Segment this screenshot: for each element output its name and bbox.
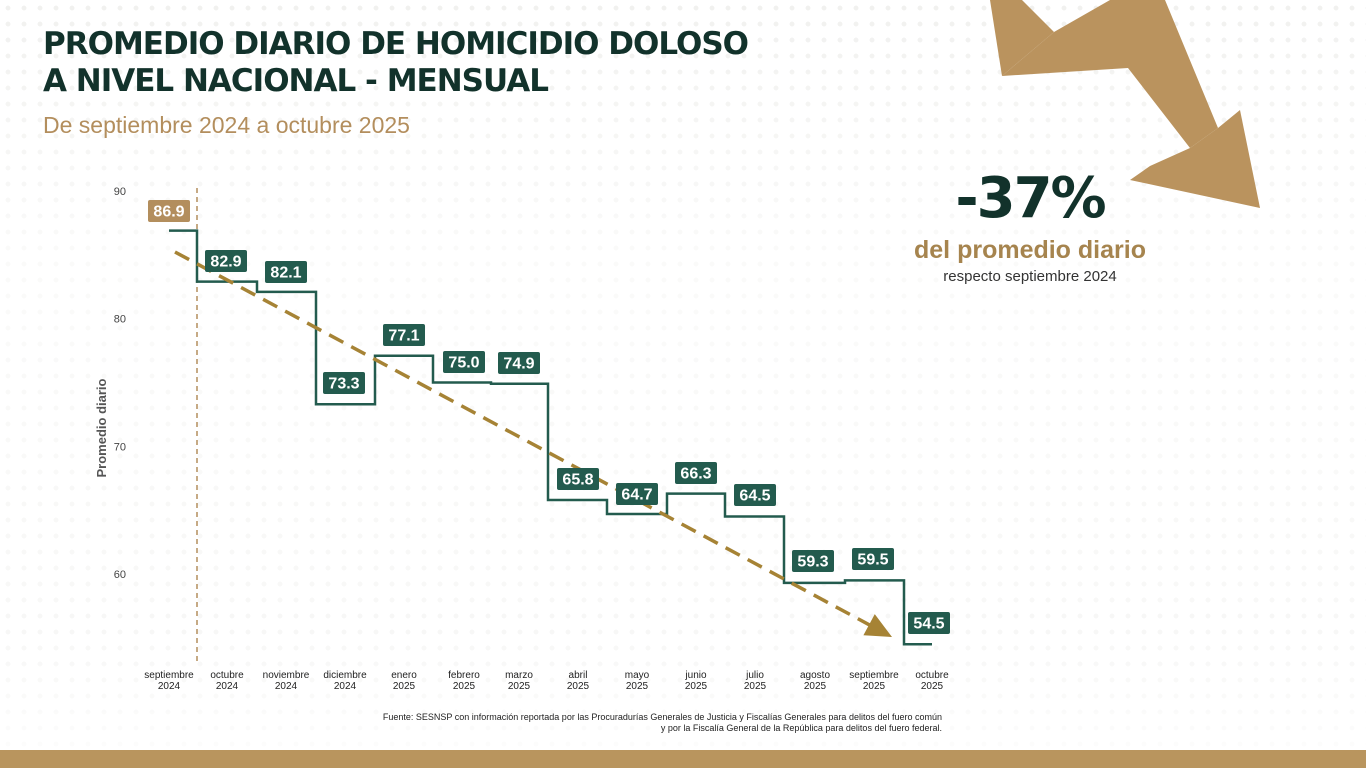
kpi-percentage: -37% <box>955 166 1106 231</box>
x-tick-month: enero <box>391 670 417 681</box>
data-label-text: 64.7 <box>621 487 652 504</box>
data-label-text: 59.3 <box>797 554 828 571</box>
data-label: 64.7 <box>616 483 658 505</box>
page-subtitle: De septiembre 2024 a octubre 2025 <box>43 112 410 138</box>
data-label-box <box>557 468 599 490</box>
page-title: PROMEDIO DIARIO DE HOMICIDIO DOLOSO A NI… <box>43 26 749 100</box>
data-label-box <box>323 372 365 394</box>
data-label-text: 59.5 <box>857 552 888 569</box>
x-tick-year: 2025 <box>453 681 476 692</box>
x-tick-month: febrero <box>448 670 480 681</box>
data-label: 65.8 <box>557 468 599 490</box>
dot-pattern-background <box>0 0 1366 750</box>
data-label-text: 64.5 <box>739 488 770 505</box>
trend-dashed-line <box>174 250 872 628</box>
kpi-label: del promedio diario <box>914 236 1146 264</box>
x-tick-year: 2025 <box>744 681 767 692</box>
data-label-box <box>908 612 950 634</box>
data-label-box <box>734 484 776 506</box>
series-step-line <box>169 229 932 646</box>
x-tick-year: 2024 <box>275 681 298 692</box>
data-label-text: 86.9 <box>153 204 184 221</box>
data-label-text: 66.3 <box>680 466 711 483</box>
x-tick-year: 2024 <box>334 681 357 692</box>
title-line-2: A NIVEL NACIONAL - MENSUAL <box>43 63 549 99</box>
data-label-box <box>675 462 717 484</box>
data-label-box <box>498 352 540 374</box>
trend-arrowhead <box>863 614 892 637</box>
data-label: 54.5 <box>908 612 950 634</box>
x-tick-month: octubre <box>915 670 949 681</box>
data-label-box <box>205 250 247 272</box>
data-label-box <box>852 548 894 570</box>
x-axis: septiembre2024octubre2024noviembre2024di… <box>144 670 949 692</box>
data-label-text: 75.0 <box>448 355 479 372</box>
x-tick-year: 2025 <box>804 681 827 692</box>
data-label: 75.0 <box>443 351 485 373</box>
data-label: 59.5 <box>852 548 894 570</box>
data-label-box <box>443 351 485 373</box>
x-tick-month: abril <box>569 670 588 681</box>
data-label-box <box>792 550 834 572</box>
data-label: 73.3 <box>323 372 365 394</box>
x-tick-month: septiembre <box>144 670 194 681</box>
data-label: 74.9 <box>498 352 540 374</box>
data-label: 59.3 <box>792 550 834 572</box>
x-tick-year: 2025 <box>626 681 649 692</box>
data-label: 64.5 <box>734 484 776 506</box>
data-label-text: 65.8 <box>562 472 593 489</box>
x-tick-month: mayo <box>625 670 650 681</box>
kpi-sublabel: respecto septiembre 2024 <box>943 268 1117 285</box>
data-label: 77.1 <box>383 324 425 346</box>
x-tick-year: 2024 <box>158 681 181 692</box>
x-tick-month: julio <box>745 670 764 681</box>
x-tick-year: 2025 <box>393 681 416 692</box>
x-tick-month: marzo <box>505 670 533 681</box>
x-tick-year: 2025 <box>508 681 531 692</box>
data-label-box <box>265 261 307 283</box>
x-tick-month: agosto <box>800 670 830 681</box>
source-line-2: y por la Fiscalía General de la Repúblic… <box>660 723 942 733</box>
data-label-box <box>383 324 425 346</box>
data-label: 82.1 <box>265 261 307 283</box>
x-tick-month: noviembre <box>263 670 310 681</box>
data-label-text: 77.1 <box>388 328 419 345</box>
data-label: 66.3 <box>675 462 717 484</box>
x-tick-month: octubre <box>210 670 244 681</box>
data-label-box <box>616 483 658 505</box>
data-label-text: 73.3 <box>328 376 359 393</box>
data-label-text: 82.9 <box>210 254 241 271</box>
data-label-text: 74.9 <box>503 356 534 373</box>
data-label-text: 54.5 <box>913 616 944 633</box>
x-tick-year: 2025 <box>863 681 886 692</box>
data-label: 86.9 <box>148 200 190 222</box>
source-note: Fuente: SESNSP con información reportada… <box>383 712 942 734</box>
title-line-1: PROMEDIO DIARIO DE HOMICIDIO DOLOSO <box>43 26 749 62</box>
y-tick-label: 60 <box>114 569 126 581</box>
x-tick-month: septiembre <box>849 670 899 681</box>
x-tick-month: junio <box>684 670 707 681</box>
x-tick-year: 2024 <box>216 681 239 692</box>
y-axis-label: Promedio diario <box>94 378 109 477</box>
y-tick-label: 80 <box>114 314 126 326</box>
y-tick-label: 70 <box>114 441 126 453</box>
y-tick-label: 90 <box>114 186 126 198</box>
footer-band <box>0 750 1366 768</box>
data-labels: 86.9 82.9 82.1 73.3 77.1 75.0 74.9 65.8 64.7 66.3… <box>148 200 950 634</box>
source-line-1: Fuente: SESNSP con información reportada… <box>382 712 942 722</box>
data-label-box <box>148 200 190 222</box>
y-axis: 60 70 80 90 <box>114 186 126 581</box>
data-label-text: 82.1 <box>270 265 301 282</box>
x-tick-year: 2025 <box>567 681 590 692</box>
data-label: 82.9 <box>205 250 247 272</box>
step-line-chart: 60 70 80 90 Promedio diario 86.9 82.9 82.1 73.… <box>94 186 950 692</box>
x-tick-year: 2025 <box>921 681 944 692</box>
x-tick-year: 2025 <box>685 681 708 692</box>
x-tick-month: diciembre <box>323 670 367 681</box>
